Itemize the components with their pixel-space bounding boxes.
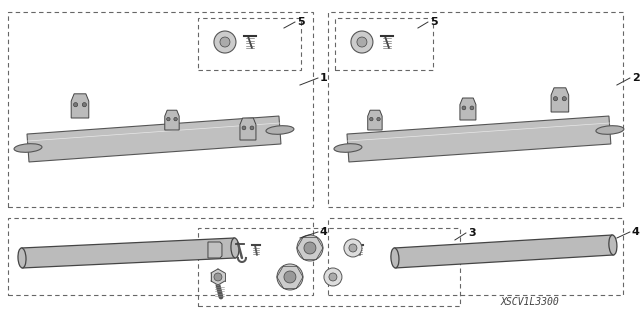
- Ellipse shape: [266, 126, 294, 134]
- Ellipse shape: [596, 126, 624, 134]
- Circle shape: [220, 37, 230, 47]
- Polygon shape: [460, 98, 476, 120]
- Polygon shape: [27, 116, 281, 162]
- Bar: [8, 12, 313, 207]
- Circle shape: [329, 273, 337, 281]
- Polygon shape: [211, 277, 218, 285]
- Circle shape: [214, 273, 222, 281]
- Circle shape: [284, 271, 296, 283]
- Circle shape: [166, 117, 170, 121]
- Bar: [198, 228, 460, 306]
- Ellipse shape: [18, 248, 26, 268]
- Circle shape: [462, 106, 466, 110]
- Circle shape: [470, 106, 474, 110]
- Polygon shape: [164, 110, 179, 130]
- Circle shape: [174, 117, 177, 121]
- Circle shape: [349, 244, 357, 252]
- Polygon shape: [551, 88, 569, 112]
- Text: 4: 4: [632, 227, 640, 237]
- Ellipse shape: [609, 235, 617, 255]
- Polygon shape: [208, 242, 222, 258]
- Circle shape: [74, 103, 77, 107]
- Polygon shape: [347, 116, 611, 162]
- Circle shape: [357, 37, 367, 47]
- Text: 5: 5: [297, 17, 305, 27]
- Polygon shape: [240, 118, 256, 140]
- Circle shape: [562, 97, 566, 101]
- Text: 4: 4: [320, 227, 328, 237]
- Circle shape: [377, 117, 380, 121]
- Polygon shape: [368, 110, 382, 130]
- Polygon shape: [218, 273, 225, 281]
- Text: 3: 3: [468, 228, 476, 238]
- Polygon shape: [394, 235, 614, 268]
- Polygon shape: [218, 277, 225, 285]
- Circle shape: [304, 242, 316, 254]
- Circle shape: [554, 97, 557, 101]
- Circle shape: [277, 264, 303, 290]
- Ellipse shape: [334, 144, 362, 152]
- Circle shape: [250, 126, 254, 130]
- Circle shape: [351, 31, 373, 53]
- Circle shape: [370, 117, 373, 121]
- Bar: [328, 218, 623, 295]
- Bar: [328, 12, 623, 207]
- Ellipse shape: [14, 144, 42, 152]
- Circle shape: [344, 239, 362, 257]
- Text: 1: 1: [320, 73, 328, 83]
- Ellipse shape: [231, 238, 239, 258]
- Circle shape: [297, 235, 323, 261]
- Polygon shape: [22, 238, 236, 268]
- Bar: [198, 18, 301, 70]
- Bar: [8, 218, 313, 295]
- Circle shape: [242, 126, 246, 130]
- Text: XSCV1L3300: XSCV1L3300: [500, 297, 559, 307]
- Polygon shape: [211, 273, 218, 281]
- Ellipse shape: [391, 248, 399, 268]
- Circle shape: [324, 268, 342, 286]
- Polygon shape: [218, 269, 225, 277]
- Bar: [335, 18, 433, 70]
- Text: 5: 5: [430, 17, 438, 27]
- Polygon shape: [211, 269, 218, 277]
- Polygon shape: [71, 94, 89, 118]
- Text: 2: 2: [632, 73, 639, 83]
- Circle shape: [83, 103, 86, 107]
- Circle shape: [214, 31, 236, 53]
